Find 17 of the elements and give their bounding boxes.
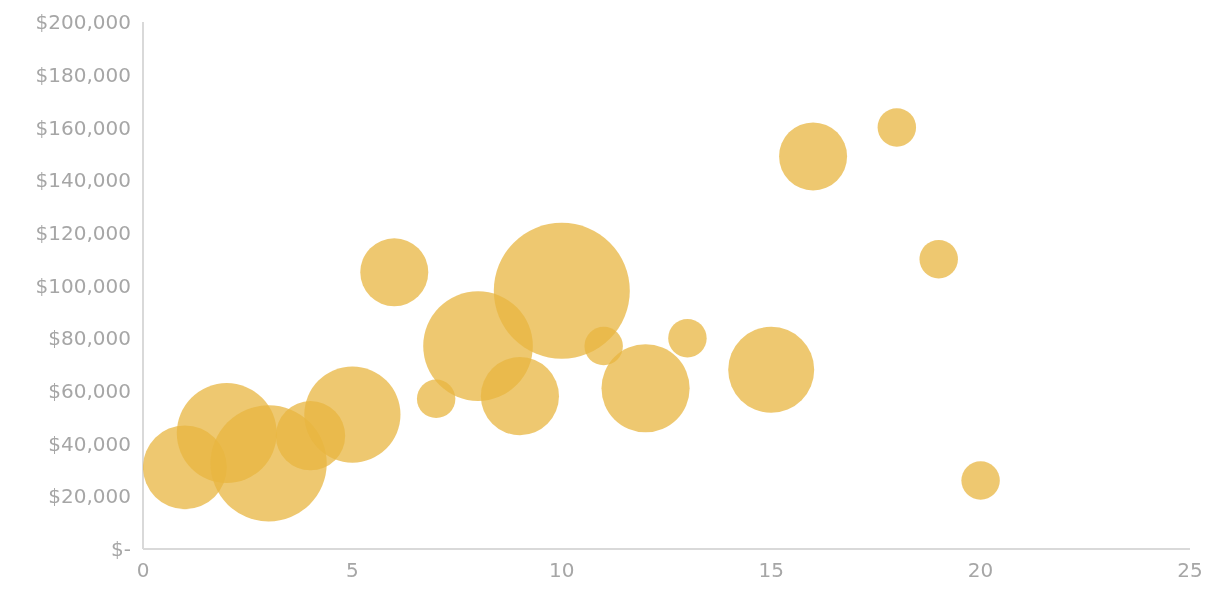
y-tick-label: $100,000 [35,273,131,298]
y-tick-label: $20,000 [48,484,131,509]
x-tick-label: 5 [346,558,359,583]
x-tick-label: 25 [1177,558,1203,583]
x-tick-label: 0 [136,558,150,583]
x-tick-label: 20 [967,558,994,583]
y-tick-label: $140,000 [35,168,131,193]
x-tick-label: 10 [549,558,575,583]
y-tick-label: $- [111,537,131,562]
x-tick-label: 15 [758,558,784,583]
y-tick-label: $80,000 [48,326,131,351]
y-tick-label: $60,000 [48,379,131,403]
y-tick-label: $200,000 [35,10,131,35]
y-tick-label: $40,000 [48,431,131,456]
y-tick-label: $180,000 [35,62,131,87]
y-tick-label: $120,000 [35,220,131,245]
y-tick-label: $160,000 [35,115,131,140]
